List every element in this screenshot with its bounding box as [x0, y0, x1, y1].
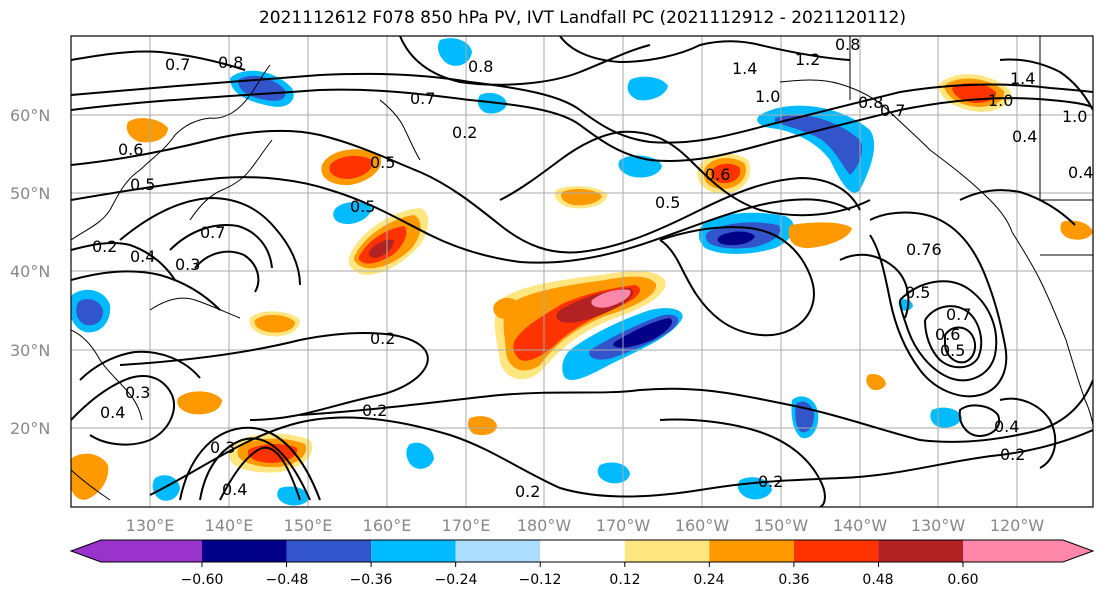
lat-label: 50°N — [10, 184, 50, 203]
map-plot-area: 0.8 0.7 0.8 0.7 1.4 1.2 0.8 1.0 0.8 0.7 … — [71, 35, 1093, 507]
contour-labels: 0.8 0.7 0.8 0.7 1.4 1.2 0.8 1.0 0.8 0.7 … — [92, 35, 1093, 501]
anomaly-150w-52n — [697, 153, 751, 194]
contour-label: 0.4 — [1012, 127, 1037, 146]
contour-label: 0.76 — [906, 240, 942, 259]
contour-label: 1.0 — [988, 91, 1013, 110]
contour-label: 0.6 — [705, 165, 730, 184]
colorbar-tick-label: 0.36 — [778, 572, 809, 588]
colorbar-extend-max — [1063, 540, 1093, 562]
colorbar-segment — [286, 540, 372, 562]
contour-label: 0.3 — [175, 255, 200, 274]
colorbar-segment — [371, 540, 456, 562]
anomaly-160e-53n — [321, 149, 382, 225]
lon-label: 170°W — [596, 516, 651, 535]
contour-label: 0.5 — [350, 197, 375, 216]
contour-label: 1.0 — [1062, 107, 1087, 126]
colorbar-segment — [202, 540, 287, 562]
contour-label: 0.7 — [880, 101, 905, 120]
lon-label: 170°E — [442, 516, 491, 535]
lon-label: 150°W — [754, 516, 809, 535]
contour-label: 1.4 — [732, 59, 757, 78]
latitude-labels: 60°N 50°N 40°N 30°N 20°N — [10, 106, 50, 438]
contour-label: 0.5 — [905, 283, 930, 302]
lon-label: 160°E — [363, 516, 412, 535]
colorbar-segment — [624, 540, 710, 562]
colorbar-tick-label: −0.12 — [519, 572, 562, 588]
colorbar-tick-labels: −0.60 −0.48 −0.36 −0.24 −0.12 0.12 0.24 … — [181, 572, 979, 588]
colorbar — [69, 539, 1095, 567]
contour-label: 1.0 — [755, 87, 780, 106]
ivt-contours — [71, 36, 1093, 507]
colorbar-segment — [709, 540, 794, 562]
colorbar-tick-label: 0.12 — [609, 572, 640, 588]
map-frame — [70, 35, 1094, 508]
colorbar-tick-label: −0.24 — [435, 572, 478, 588]
colorbar-outline — [69, 539, 1095, 563]
lon-label: 120°W — [990, 516, 1045, 535]
anomaly-150w-45n — [698, 212, 794, 254]
contour-label: 0.8 — [858, 93, 883, 112]
contour-label: 0.7 — [200, 223, 225, 242]
contour-label: 0.5 — [655, 193, 680, 212]
contour-label: 0.2 — [362, 401, 387, 420]
colorbar-tick-label: −0.36 — [350, 572, 393, 588]
colorbar-tick-label: 0.48 — [862, 572, 893, 588]
lon-label: 180°W — [517, 516, 572, 535]
contour-label: 1.2 — [795, 50, 820, 69]
map-title: 2021112612 F078 850 hPa PV, IVT Landfall… — [258, 8, 906, 28]
lat-label: 20°N — [10, 419, 50, 438]
contour-label: 0.3 — [125, 383, 150, 402]
lon-label: 130°E — [126, 516, 175, 535]
contour-label: 0.2 — [515, 482, 540, 501]
colorbar-tick-label: 0.24 — [693, 572, 724, 588]
longitude-labels: 130°E 140°E 150°E 160°E 170°E 180°W 170°… — [126, 516, 1045, 535]
contour-label: 0.4 — [222, 480, 247, 499]
graticule — [71, 36, 1093, 507]
lat-label: 40°N — [10, 262, 50, 281]
contour-label: 0.8 — [218, 53, 243, 72]
colorbar-segment — [963, 540, 1063, 562]
colorbar-segment — [878, 540, 963, 562]
negative-anomaly-central — [562, 308, 683, 380]
colorbar-tick-label: 0.60 — [947, 572, 978, 588]
contour-label: 0.4 — [130, 247, 155, 266]
colorbar-extend-min — [71, 540, 101, 562]
contour-label: 0.2 — [452, 123, 477, 142]
contour-label: 0.2 — [370, 329, 395, 348]
contour-label: 0.4 — [1068, 163, 1093, 182]
contour-label: 0.8 — [468, 57, 493, 76]
contour-label: 0.2 — [1000, 445, 1025, 464]
lon-label: 160°W — [675, 516, 730, 535]
colorbar-tick-label: −0.60 — [181, 572, 224, 588]
lon-label: 130°W — [911, 516, 966, 535]
colorbar-segment — [540, 540, 625, 562]
contour-label: 0.5 — [130, 175, 155, 194]
contour-label: 0.2 — [92, 237, 117, 256]
contour-label: 0.4 — [100, 403, 125, 422]
colorbar-tick-label: −0.48 — [266, 572, 309, 588]
lon-label: 150°E — [284, 516, 333, 535]
contour-label: 1.4 — [1010, 69, 1035, 88]
lat-label: 60°N — [10, 106, 50, 125]
anomaly-alaska-gulf — [757, 105, 875, 193]
contour-label: 0.5 — [940, 341, 965, 360]
contour-label: 0.7 — [946, 305, 971, 324]
colorbar-segment — [455, 540, 541, 562]
contour-label: 0.7 — [410, 89, 435, 108]
lon-label: 140°W — [833, 516, 888, 535]
contour-label: 0.6 — [935, 325, 960, 344]
contour-label: 0.6 — [118, 140, 143, 159]
contour-label: 0.5 — [370, 153, 395, 172]
lat-label: 30°N — [10, 341, 50, 360]
colorbar-segment — [101, 540, 202, 562]
colorbar-segment — [793, 540, 879, 562]
lon-label: 140°E — [205, 516, 254, 535]
contour-label: 0.2 — [758, 472, 783, 491]
contour-label: 0.8 — [835, 35, 860, 54]
contour-label: 0.4 — [994, 417, 1019, 436]
contour-label: 0.7 — [165, 55, 190, 74]
contour-label: 0.3 — [210, 438, 235, 457]
coastlines — [71, 36, 1093, 501]
